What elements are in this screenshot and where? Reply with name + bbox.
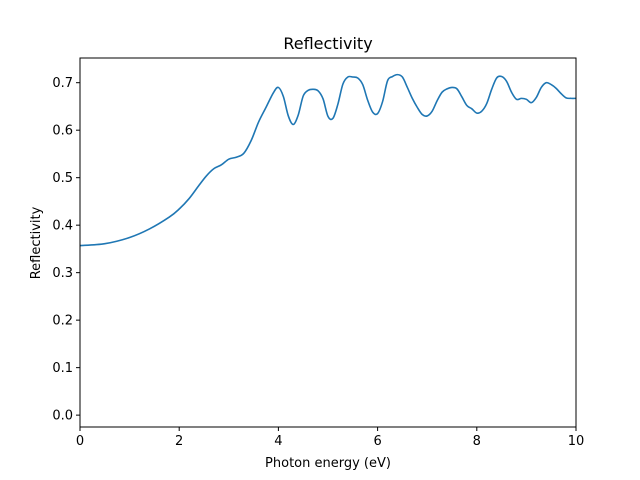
y-tick-label: 0.6 — [52, 124, 73, 139]
chart-title: Reflectivity — [283, 34, 372, 53]
x-tick-label: 8 — [473, 434, 481, 449]
x-axis: 0 2 4 6 8 10 — [76, 427, 584, 449]
plot-frame — [79, 57, 577, 428]
x-tick-label: 0 — [76, 434, 84, 449]
x-tick-label: 6 — [373, 434, 381, 449]
y-tick-label: 0.2 — [52, 314, 73, 329]
y-tick-label: 0.0 — [52, 409, 73, 424]
y-tick-label: 0.1 — [52, 361, 73, 376]
y-tick-label: 0.5 — [52, 171, 73, 186]
x-tick-label: 2 — [175, 434, 183, 449]
plot-layer — [79, 73, 577, 247]
y-tick-label: 0.4 — [52, 219, 73, 234]
y-tick-label: 0.3 — [52, 266, 73, 281]
x-tick-label: 10 — [568, 434, 585, 449]
x-tick-label: 4 — [274, 434, 282, 449]
y-axis: 0.0 0.1 0.2 0.3 0.4 0.5 0.6 0.7 — [52, 76, 80, 424]
x-axis-label: Photon energy (eV) — [265, 456, 391, 471]
reflectivity-series-line — [79, 73, 577, 247]
y-axis-label: Reflectivity — [29, 206, 44, 279]
y-tick-label: 0.7 — [52, 76, 73, 91]
